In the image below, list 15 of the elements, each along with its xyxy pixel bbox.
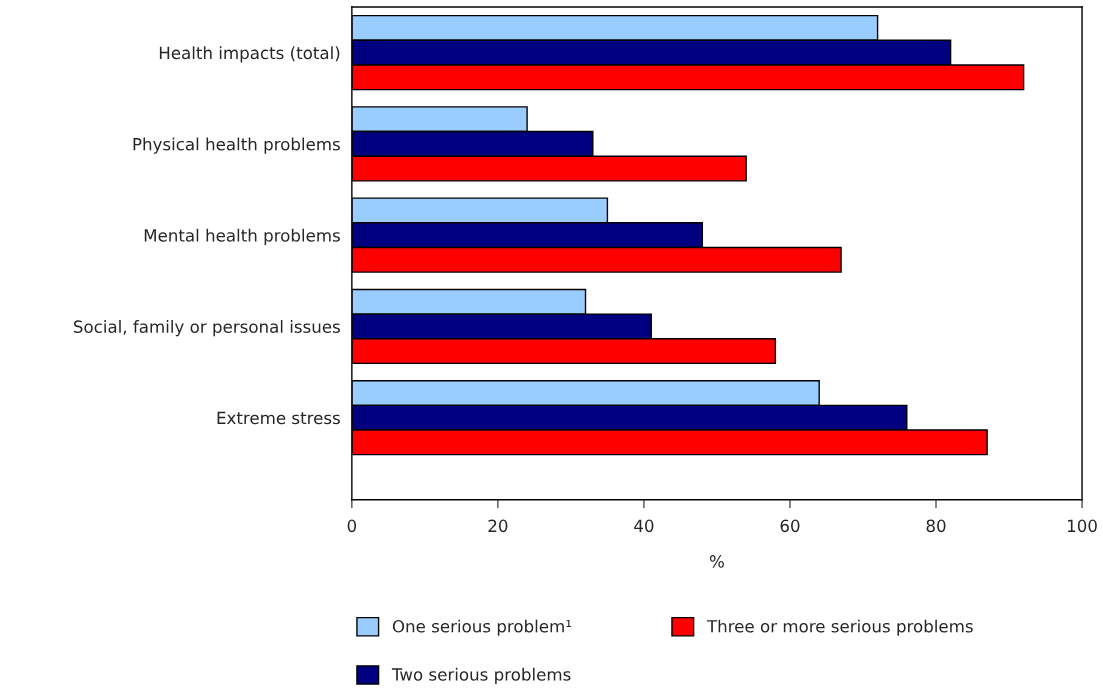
x-tick-label: 100 [1067, 519, 1097, 533]
y-tick-label: Physical health problems [133, 137, 340, 154]
legend-label: Two serious problems [391, 667, 571, 684]
x-tick-label: 0 [347, 519, 357, 533]
legend-label: One serious problem¹ [392, 619, 572, 636]
x-tick-label: 20 [488, 519, 508, 533]
legend-label: Three or more serious problems [706, 619, 973, 636]
x-axis-title: % [709, 555, 724, 568]
y-tick-label: Extreme stress [217, 411, 340, 425]
x-tick-label: 80 [926, 519, 946, 533]
x-tick-label: 40 [634, 519, 654, 533]
x-tick-label: 60 [780, 519, 800, 533]
y-tick-label: Mental health problems [144, 228, 340, 245]
y-tick-label: Health impacts (total) [159, 46, 340, 63]
y-tick-label: Social, family or personal issues [73, 320, 340, 337]
